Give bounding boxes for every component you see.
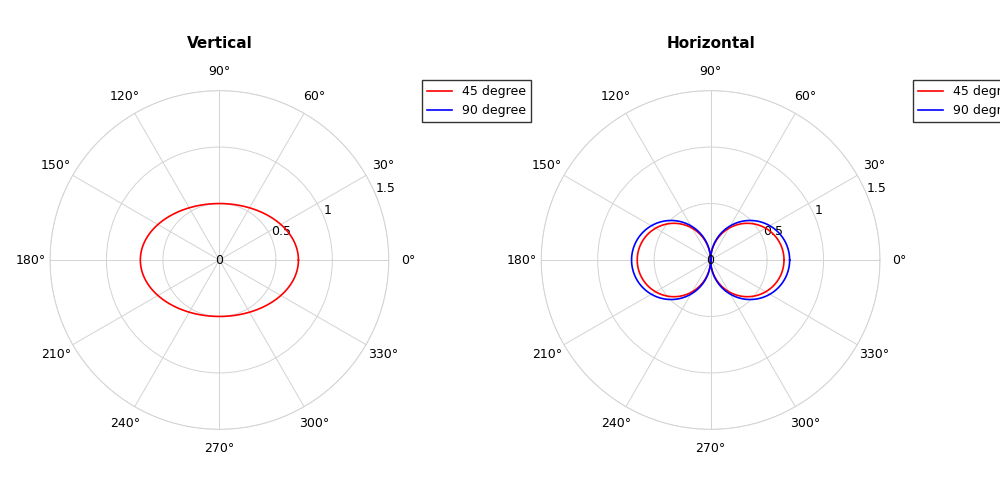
45 degree xyxy=(709,274,721,280)
Line: 45 degree: 45 degree xyxy=(637,224,784,296)
45 degree xyxy=(776,270,788,276)
90 degree xyxy=(213,257,225,263)
45 degree xyxy=(778,257,790,263)
90 degree xyxy=(784,257,796,263)
90 degree xyxy=(781,271,793,277)
45 degree xyxy=(636,240,648,246)
90 degree xyxy=(213,257,225,263)
45 degree xyxy=(290,271,302,277)
45 degree xyxy=(292,257,304,263)
Text: 0: 0 xyxy=(215,254,223,266)
45 degree xyxy=(227,312,239,318)
90 degree xyxy=(213,257,225,263)
Line: 90 degree: 90 degree xyxy=(632,220,790,300)
45 degree xyxy=(285,233,297,239)
45 degree xyxy=(139,238,151,244)
Line: 45 degree: 45 degree xyxy=(140,204,298,316)
45 degree xyxy=(213,200,225,206)
90 degree xyxy=(213,257,225,263)
90 degree xyxy=(784,257,796,263)
90 degree xyxy=(213,257,225,263)
Text: 0: 0 xyxy=(707,254,715,266)
45 degree xyxy=(135,250,147,256)
Title: Vertical: Vertical xyxy=(187,36,252,51)
45 degree xyxy=(292,257,304,263)
90 degree xyxy=(709,275,721,281)
45 degree xyxy=(778,257,790,263)
90 degree xyxy=(776,234,788,239)
Legend: 45 degree, 90 degree: 45 degree, 90 degree xyxy=(913,80,1000,122)
90 degree xyxy=(213,257,225,263)
90 degree xyxy=(213,257,225,263)
Title: Horizontal: Horizontal xyxy=(666,36,755,51)
45 degree xyxy=(771,235,783,241)
90 degree xyxy=(630,238,642,244)
90 degree xyxy=(626,250,638,256)
90 degree xyxy=(781,271,793,277)
45 degree xyxy=(776,270,788,276)
45 degree xyxy=(705,257,717,263)
90 degree xyxy=(705,257,717,263)
Legend: 45 degree, 90 degree: 45 degree, 90 degree xyxy=(422,80,531,122)
90 degree xyxy=(213,257,225,263)
45 degree xyxy=(290,271,302,277)
45 degree xyxy=(632,251,644,257)
